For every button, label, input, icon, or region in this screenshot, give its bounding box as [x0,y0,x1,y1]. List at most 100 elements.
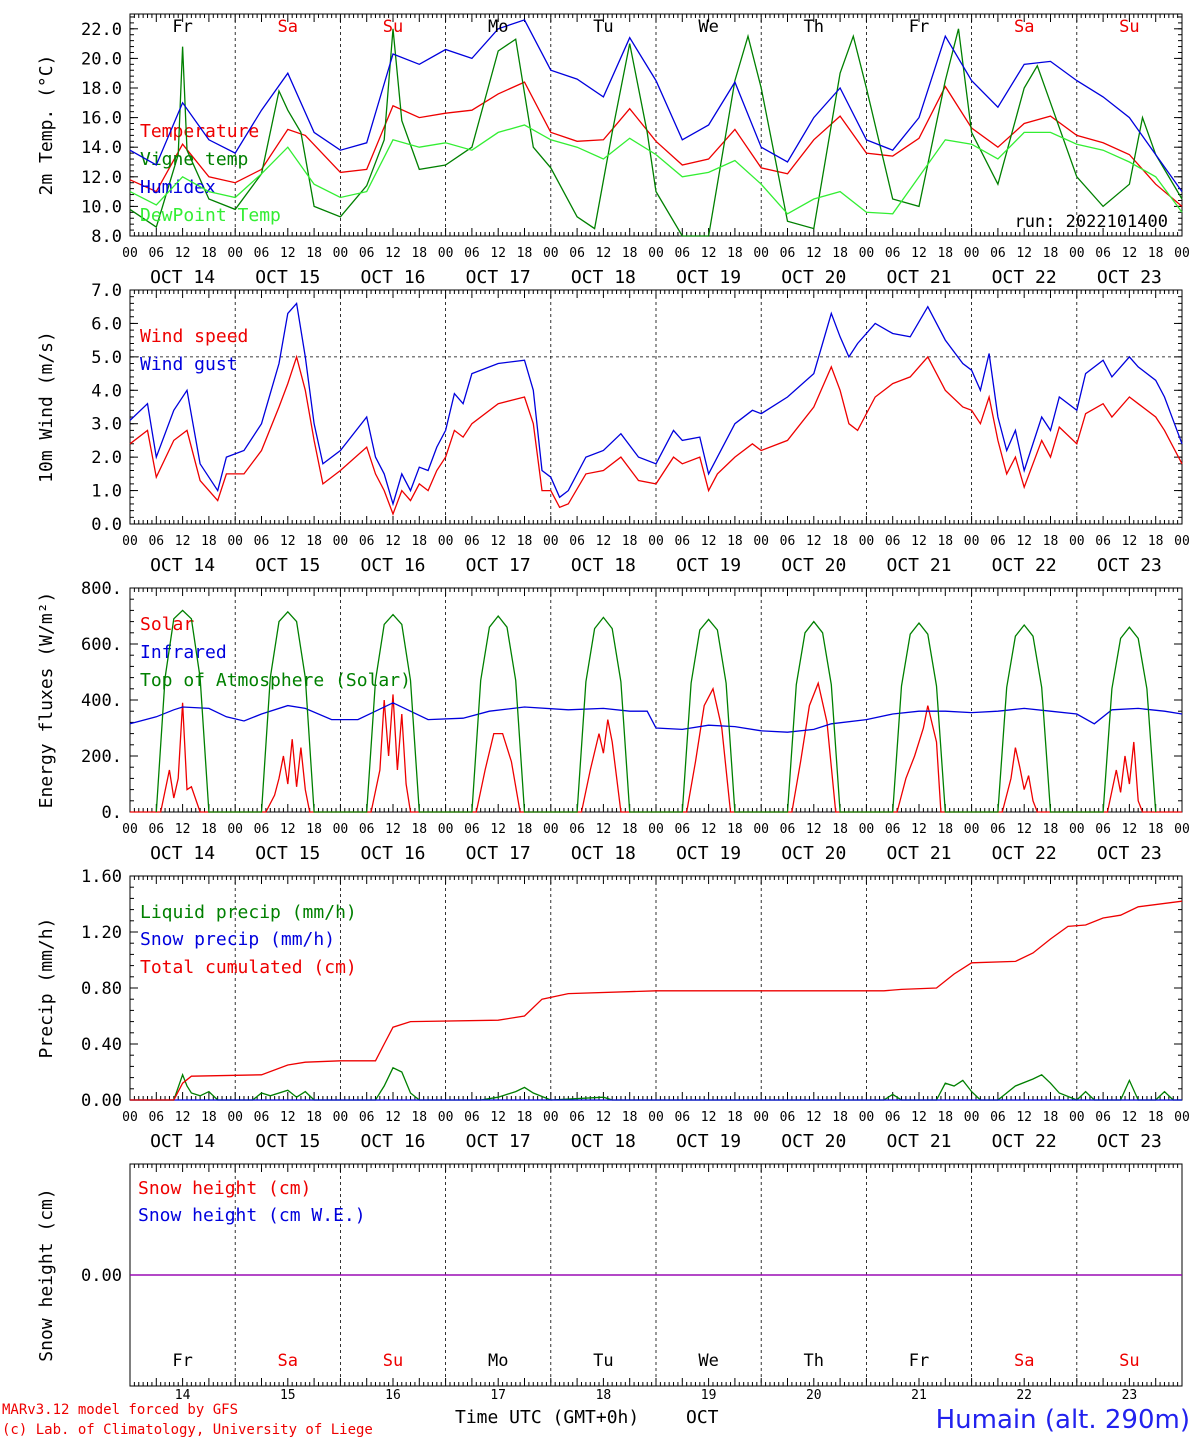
legend-entry: Wind speed [140,326,248,347]
hour-tick-label: 00 [122,822,138,837]
date-label: OCT 19 [676,1131,741,1152]
run-label: run: 2022101400 [1014,212,1168,232]
hour-tick-label: 12 [596,534,612,549]
hour-tick-label: 18 [727,822,743,837]
date-label: OCT 18 [571,1131,636,1152]
hour-tick-label: 06 [569,534,585,549]
day-name-bottom: Su [1119,1351,1139,1371]
legend-entry: Snow height (cm W.E.) [138,1205,366,1226]
hour-tick-label: 06 [254,246,270,261]
series-line-3 [155,609,1157,813]
hour-tick-label: 00 [753,246,769,261]
hour-tick-label: 00 [1174,1110,1190,1125]
date-label: OCT 19 [676,555,741,576]
hour-tick-label: 12 [175,534,191,549]
panel-3: 0. 200. 400. 600. 800. Energy fluxes (W/m²) 00… [36,579,1190,864]
date-label: OCT 22 [992,1131,1057,1152]
day-names: Fr Fr 14 Sa Sa 15 Su Su 16 Mo Mo 17 Tu Tu 18 We We 19 Th Th… [172,17,1139,1403]
hour-tick-label: 12 [806,822,822,837]
y-tick-label: 16.0 [81,109,122,129]
hour-tick-label: 12 [1122,534,1138,549]
hour-tick-label: 00 [1174,534,1190,549]
date-label: OCT 14 [150,1131,215,1152]
hour-tick-label: 12 [385,534,401,549]
y-tick-label: 1.60 [81,867,122,887]
hour-tick-label: 00 [333,246,349,261]
legend-entry: Vigne temp [140,149,248,170]
day-number: 16 [385,1388,401,1403]
legend-entry: Solar [140,614,194,635]
series-line-2 [129,301,1183,507]
hour-tick-label: 00 [227,534,243,549]
date-label: OCT 22 [992,843,1057,864]
hour-tick-label: 18 [411,822,427,837]
hour-tick-label: 06 [1095,822,1111,837]
hour-tick-label: 06 [780,534,796,549]
date-label: OCT 17 [466,555,531,576]
hour-tick-label: 18 [937,534,953,549]
footer: MARv3.12 model forced by GFS (c) Lab. of… [2,1402,1190,1438]
hour-tick-label: 12 [490,246,506,261]
hour-tick-label: 12 [596,822,612,837]
hour-tick-label: 12 [701,246,717,261]
y-axis-label: 2m Temp. (°C) [36,55,57,196]
day-name-top: We [698,17,718,37]
hour-tick-label: 06 [359,246,375,261]
hour-tick-label: 00 [543,822,559,837]
day-name-bottom: Sa [1014,1351,1034,1371]
meteogram-panels: 8.0 10.0 12.0 14.0 16.0 18.0 20.0 22.0 2m Temp. … [36,13,1190,1403]
legend-entry: Wind gust [140,354,238,375]
date-label: OCT 14 [150,267,215,288]
hour-tick-label: 12 [1016,822,1032,837]
date-label: OCT 18 [571,843,636,864]
date-label: OCT 14 [150,555,215,576]
day-number: 17 [490,1388,506,1403]
hour-tick-label: 00 [859,1110,875,1125]
hour-tick-label: 12 [911,246,927,261]
hour-tick-label: 06 [674,1110,690,1125]
month-label: OCT [686,1407,719,1428]
hour-tick-label: 06 [359,822,375,837]
hour-tick-label: 12 [280,1110,296,1125]
hour-tick-label: 12 [806,1110,822,1125]
hour-tick-label: 12 [385,1110,401,1125]
hour-tick-label: 06 [464,822,480,837]
copyright-credit: (c) Lab. of Climatology, University of L… [2,1422,373,1438]
y-tick-label: 8.0 [91,227,122,247]
y-tick-label: 7.0 [91,281,122,301]
day-name-bottom: Fr [172,1351,192,1371]
hour-tick-label: 18 [201,822,217,837]
hour-tick-label: 06 [780,246,796,261]
hour-tick-label: 00 [1069,1110,1085,1125]
hour-tick-label: 00 [859,822,875,837]
hour-tick-label: 18 [1043,822,1059,837]
day-number: 23 [1122,1388,1138,1403]
date-label: OCT 17 [466,267,531,288]
hour-tick-label: 00 [753,822,769,837]
hour-tick-label: 00 [227,246,243,261]
hour-tick-label: 12 [701,534,717,549]
legend-entry: Snow precip (mm/h) [140,929,335,950]
y-tick-label: 0.00 [81,1266,122,1286]
hour-tick-label: 00 [648,1110,664,1125]
hour-tick-label: 18 [411,246,427,261]
hour-tick-label: 12 [280,534,296,549]
hour-tick-label: 06 [885,534,901,549]
y-tick-label: 0.0 [91,515,122,535]
day-number: 14 [175,1388,191,1403]
series-line-1 [130,680,1182,813]
hour-tick-label: 12 [490,822,506,837]
hour-tick-label: 06 [569,1110,585,1125]
date-label: OCT 16 [360,1131,425,1152]
hour-tick-label: 00 [1069,534,1085,549]
y-tick-label: 22.0 [81,20,122,40]
hour-tick-label: 00 [333,534,349,549]
day-number: 19 [701,1388,717,1403]
hour-tick-label: 00 [227,1110,243,1125]
date-label: OCT 21 [886,267,951,288]
series-line-3 [129,19,1183,192]
day-name-top: Su [1119,17,1139,37]
hour-tick-label: 06 [1095,246,1111,261]
date-label: OCT 23 [1097,843,1162,864]
day-name-top: Mo [488,17,508,37]
